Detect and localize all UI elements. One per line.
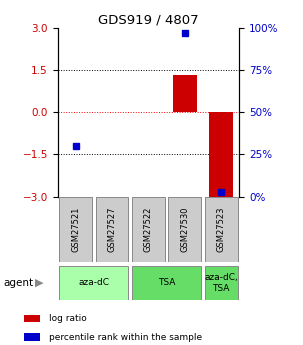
Text: aza-dC,
TSA: aza-dC, TSA xyxy=(204,273,238,293)
Bar xyxy=(59,197,92,262)
Text: GSM27530: GSM27530 xyxy=(180,207,189,252)
Text: TSA: TSA xyxy=(158,278,175,287)
Bar xyxy=(205,266,238,300)
Bar xyxy=(209,112,233,197)
Bar xyxy=(64,111,88,112)
Text: aza-dC: aza-dC xyxy=(78,278,109,287)
Bar xyxy=(205,197,238,262)
Text: GSM27522: GSM27522 xyxy=(144,207,153,252)
Bar xyxy=(96,197,128,262)
Text: GSM27527: GSM27527 xyxy=(108,207,117,252)
Bar xyxy=(173,76,197,112)
Bar xyxy=(168,197,201,262)
Text: GSM27521: GSM27521 xyxy=(71,207,80,252)
Text: agent: agent xyxy=(3,278,33,288)
Title: GDS919 / 4807: GDS919 / 4807 xyxy=(98,13,199,27)
Text: GSM27523: GSM27523 xyxy=(217,207,226,252)
Bar xyxy=(24,333,40,341)
Bar xyxy=(59,266,128,300)
Bar xyxy=(24,315,40,322)
Bar xyxy=(132,266,201,300)
Text: percentile rank within the sample: percentile rank within the sample xyxy=(48,333,202,342)
Text: log ratio: log ratio xyxy=(48,314,86,323)
Bar xyxy=(132,197,165,262)
Text: ▶: ▶ xyxy=(35,278,43,288)
